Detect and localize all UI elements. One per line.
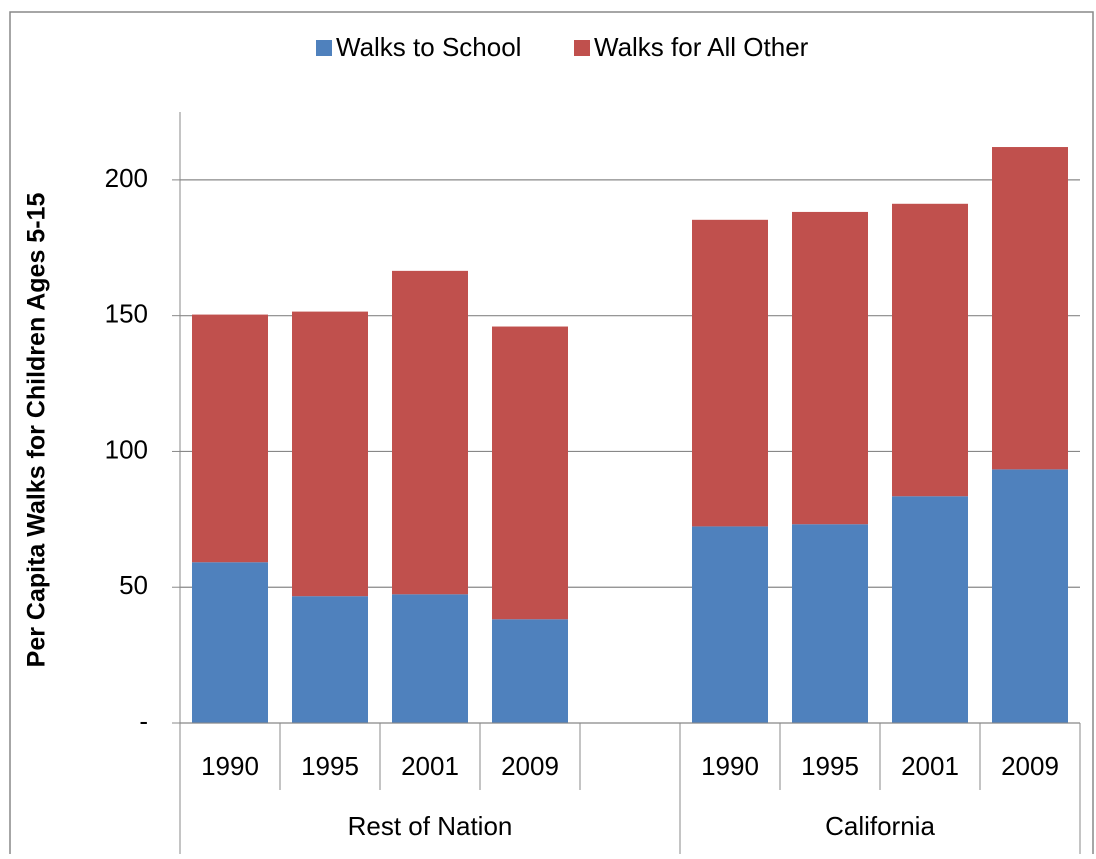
bar-segment [992,469,1068,723]
y-tick-label: 200 [105,163,148,193]
bar-segment [392,270,468,595]
bar-segment [492,619,568,723]
legend-label: Walks for All Other [594,32,809,62]
bar-segment [292,311,368,597]
bar-segment [792,524,868,723]
y-tick-label: 50 [119,570,148,600]
x-tick-label: 2009 [1001,751,1059,781]
legend-swatch [316,40,332,56]
y-tick-label: 100 [105,434,148,464]
y-axis-label: Per Capita Walks for Children Ages 5-15 [23,193,51,668]
legend-swatch [574,40,590,56]
x-tick-label: 1990 [701,751,759,781]
bar-segment [292,596,368,723]
x-tick-label: 2001 [901,751,959,781]
bar-segment [992,147,1068,470]
group-label: Rest of Nation [348,811,513,841]
bar-segment [892,203,968,497]
bar-segment [392,594,468,723]
x-tick-label: 1995 [801,751,859,781]
bar-segment [692,526,768,723]
y-tick-label: 150 [105,299,148,329]
y-tick-label: - [139,706,148,736]
bar-segment [192,562,268,723]
legend-label: Walks to School [336,32,521,62]
group-label: California [825,811,935,841]
bar-segment [492,326,568,620]
bar-segment [792,211,868,525]
bar-segment [692,219,768,527]
bar-segment [192,314,268,563]
x-tick-label: 1995 [301,751,359,781]
x-tick-label: 2009 [501,751,559,781]
x-tick-label: 2001 [401,751,459,781]
x-tick-label: 1990 [201,751,259,781]
bar-segment [892,496,968,723]
